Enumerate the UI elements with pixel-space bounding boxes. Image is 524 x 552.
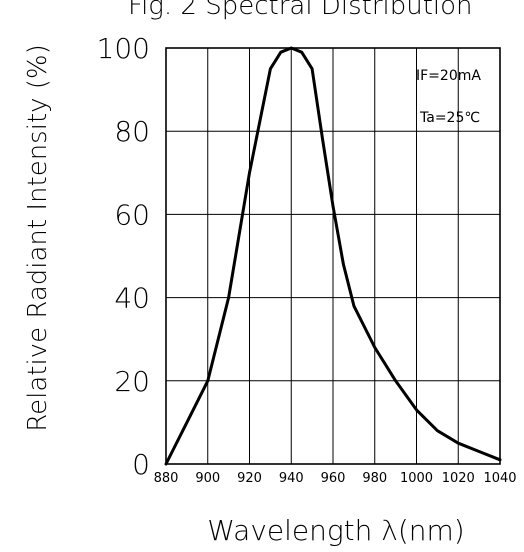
x-tick-label-0: 880: [154, 471, 179, 486]
x-axis-label: Wavelength λ(nm): [207, 514, 464, 547]
x-tick-label-7: 1020: [442, 471, 475, 486]
y-tick-label-2: 40: [114, 282, 150, 315]
y-tick-label-5: 100: [97, 32, 150, 65]
plot-frame: [165, 47, 501, 465]
y-tick-labels: 0 20 40 60 80 100: [97, 32, 150, 481]
y-tick-label-3: 60: [114, 198, 150, 231]
x-tick-label-3: 940: [279, 471, 304, 486]
y-axis-label: Relative Radiant Intensity (%): [23, 44, 53, 432]
x-tick-label-2: 920: [237, 471, 262, 486]
x-tick-label-8: 1040: [483, 471, 516, 486]
x-tick-label-6: 1000: [400, 471, 433, 486]
annotation-forward-current: IF=20mA: [416, 68, 481, 84]
y-tick-label-0: 0: [132, 448, 150, 481]
x-tick-labels: 880 900 920 940 960 980 1000 1020 1040: [154, 471, 517, 486]
y-tick-label-1: 20: [114, 365, 150, 398]
chart-title: Fig. 2 Spectral Distribution: [128, 0, 473, 21]
annotation-ambient-temperature: Ta=25℃: [419, 110, 480, 126]
x-tick-label-5: 980: [362, 471, 387, 486]
y-tick-label-4: 80: [114, 115, 150, 148]
spectral-curve: [164, 46, 502, 466]
x-tick-label-4: 960: [321, 471, 346, 486]
x-tick-label-1: 900: [195, 471, 220, 486]
